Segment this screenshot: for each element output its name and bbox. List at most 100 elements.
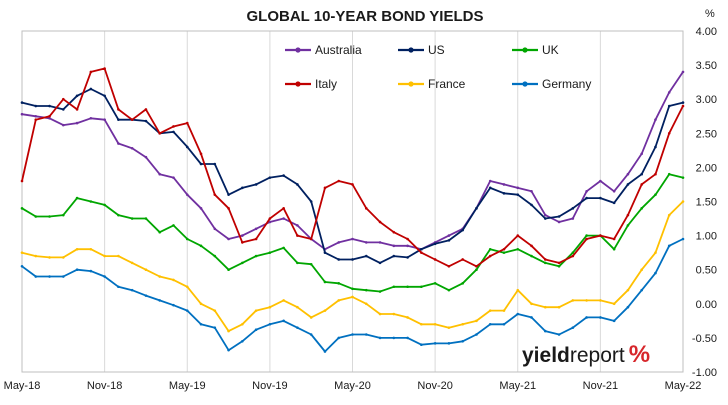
data-point xyxy=(681,237,685,241)
logo-text-yield: yield xyxy=(522,344,570,367)
data-point xyxy=(296,183,299,186)
data-point xyxy=(433,322,437,326)
data-point xyxy=(48,275,51,278)
x-tick-label: May-21 xyxy=(499,380,536,392)
data-point xyxy=(62,275,65,278)
data-point xyxy=(475,268,478,272)
data-point xyxy=(227,193,230,196)
data-point xyxy=(34,254,38,258)
data-point xyxy=(103,118,106,121)
legend-marker xyxy=(295,81,301,87)
data-point xyxy=(62,213,65,217)
data-point xyxy=(378,241,382,244)
data-point xyxy=(268,176,272,179)
data-point xyxy=(254,227,258,231)
data-point xyxy=(530,244,533,248)
data-point xyxy=(378,290,382,293)
data-point xyxy=(158,299,162,302)
data-point xyxy=(282,299,285,302)
data-point xyxy=(158,230,162,234)
data-point xyxy=(199,322,203,326)
data-point xyxy=(364,333,368,336)
data-point xyxy=(392,254,396,258)
data-point xyxy=(433,242,437,246)
data-point xyxy=(34,215,38,218)
legend: Australia US UK Italy France Germany xyxy=(285,43,591,91)
data-point xyxy=(103,203,106,207)
data-point xyxy=(185,145,189,149)
legend-label: UK xyxy=(542,43,559,57)
data-point xyxy=(213,309,217,312)
data-point xyxy=(296,224,299,227)
data-point xyxy=(158,132,162,135)
data-point xyxy=(530,189,533,193)
data-point xyxy=(75,94,79,98)
data-point xyxy=(640,172,643,176)
data-point xyxy=(488,186,492,190)
data-point xyxy=(433,282,437,285)
data-point xyxy=(516,234,520,237)
svg-text:yieldreport%: yieldreport% xyxy=(522,341,650,368)
series-points-france xyxy=(20,200,685,333)
data-point xyxy=(571,326,575,329)
data-point xyxy=(282,207,285,210)
data-point xyxy=(543,258,547,261)
data-point xyxy=(488,179,492,183)
data-point xyxy=(62,108,65,111)
legend-marker xyxy=(522,47,528,53)
data-point xyxy=(172,224,175,227)
legend-item-france: France xyxy=(398,77,466,91)
data-point xyxy=(213,227,217,231)
data-point xyxy=(612,201,616,205)
data-point xyxy=(557,220,561,224)
data-point xyxy=(447,234,451,237)
legend-label: France xyxy=(428,77,466,91)
data-point xyxy=(89,70,93,74)
data-point xyxy=(557,333,561,336)
data-point xyxy=(185,285,189,289)
y-tick-label: -1.00 xyxy=(692,367,717,379)
x-tick-label: Nov-19 xyxy=(252,380,287,392)
data-point xyxy=(571,251,575,254)
data-point xyxy=(89,87,93,91)
data-point xyxy=(543,261,547,265)
data-point xyxy=(612,319,616,323)
data-point xyxy=(337,336,341,340)
data-point xyxy=(282,174,285,177)
data-point xyxy=(89,200,93,203)
legend-marker xyxy=(408,81,414,87)
data-point xyxy=(502,247,506,251)
data-point xyxy=(296,261,299,265)
data-point xyxy=(654,271,657,275)
data-point xyxy=(75,121,79,125)
data-point xyxy=(543,213,547,217)
data-point xyxy=(461,322,464,326)
data-point xyxy=(75,268,79,272)
data-point xyxy=(144,294,148,297)
data-point xyxy=(626,213,630,217)
data-point xyxy=(599,179,602,183)
data-point xyxy=(612,302,616,306)
data-point xyxy=(199,162,203,166)
series-points-italy xyxy=(20,67,685,268)
data-point xyxy=(323,251,327,254)
data-point xyxy=(185,121,189,125)
data-point xyxy=(117,213,120,217)
yieldreport-logo: yieldreport% xyxy=(522,341,650,368)
data-point xyxy=(309,262,313,266)
data-point xyxy=(254,309,258,312)
data-point xyxy=(585,299,588,302)
data-point xyxy=(158,172,162,176)
data-point xyxy=(20,264,24,268)
data-point xyxy=(667,91,671,94)
data-point xyxy=(227,207,230,210)
data-point xyxy=(571,299,575,302)
data-point xyxy=(337,241,341,244)
logo-percent-mark: % xyxy=(629,341,650,368)
data-point xyxy=(626,288,630,292)
data-point xyxy=(117,254,120,258)
data-point xyxy=(488,254,492,258)
data-point xyxy=(323,186,327,190)
data-point xyxy=(585,237,588,241)
